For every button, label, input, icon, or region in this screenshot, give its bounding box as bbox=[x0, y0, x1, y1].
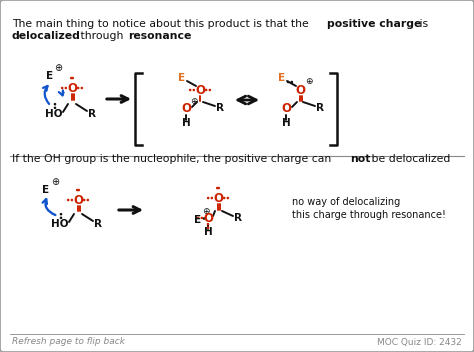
Circle shape bbox=[193, 89, 194, 90]
Circle shape bbox=[78, 189, 79, 191]
Circle shape bbox=[206, 89, 207, 90]
Text: E: E bbox=[278, 73, 285, 83]
Circle shape bbox=[209, 89, 210, 90]
Circle shape bbox=[71, 200, 73, 201]
Text: positive charge: positive charge bbox=[328, 19, 422, 29]
Text: this charge through resonance!: this charge through resonance! bbox=[292, 210, 446, 220]
Circle shape bbox=[227, 197, 228, 199]
Text: R: R bbox=[88, 109, 96, 119]
Circle shape bbox=[291, 81, 292, 83]
Circle shape bbox=[224, 197, 225, 199]
Text: R: R bbox=[316, 103, 324, 113]
Text: H: H bbox=[282, 118, 291, 128]
Text: O: O bbox=[281, 102, 291, 115]
Text: E: E bbox=[178, 73, 185, 83]
Circle shape bbox=[87, 200, 89, 201]
Text: MOC Quiz ID: 2432: MOC Quiz ID: 2432 bbox=[377, 338, 462, 346]
Text: R: R bbox=[216, 103, 224, 113]
Circle shape bbox=[60, 214, 62, 215]
Text: through: through bbox=[77, 31, 127, 41]
Circle shape bbox=[62, 87, 63, 89]
Circle shape bbox=[198, 218, 199, 219]
Text: E: E bbox=[194, 215, 201, 225]
Circle shape bbox=[190, 89, 191, 90]
Circle shape bbox=[71, 77, 72, 78]
Circle shape bbox=[208, 197, 209, 199]
Circle shape bbox=[60, 217, 62, 218]
Circle shape bbox=[288, 81, 289, 83]
Text: O: O bbox=[195, 83, 205, 96]
Text: The main thing to notice about this product is that the: The main thing to notice about this prod… bbox=[12, 19, 312, 29]
Text: ⊕: ⊕ bbox=[202, 207, 210, 216]
Text: ⊕: ⊕ bbox=[54, 63, 62, 73]
Text: R: R bbox=[94, 219, 102, 229]
Text: O: O bbox=[181, 102, 191, 115]
Circle shape bbox=[81, 87, 82, 89]
Text: H: H bbox=[182, 118, 191, 128]
Circle shape bbox=[77, 189, 78, 191]
Circle shape bbox=[68, 200, 69, 201]
Text: ⊕: ⊕ bbox=[190, 96, 198, 106]
Text: is: is bbox=[416, 19, 428, 29]
Circle shape bbox=[201, 218, 202, 219]
Text: HO: HO bbox=[51, 219, 69, 229]
Circle shape bbox=[218, 188, 219, 189]
Text: E: E bbox=[46, 71, 54, 81]
Circle shape bbox=[65, 87, 66, 89]
Text: delocalized: delocalized bbox=[12, 31, 81, 41]
Text: Refresh page to flip back: Refresh page to flip back bbox=[12, 338, 125, 346]
Text: O: O bbox=[67, 82, 77, 94]
Circle shape bbox=[83, 200, 85, 201]
Text: H: H bbox=[204, 227, 212, 237]
Circle shape bbox=[72, 77, 73, 78]
Circle shape bbox=[211, 197, 212, 199]
Text: R: R bbox=[234, 213, 242, 223]
Circle shape bbox=[78, 87, 79, 89]
Text: O: O bbox=[203, 212, 213, 225]
Text: E: E bbox=[43, 185, 50, 195]
Text: O: O bbox=[73, 194, 83, 207]
Text: no way of delocalizing: no way of delocalizing bbox=[292, 197, 400, 207]
Text: ⊕: ⊕ bbox=[51, 177, 59, 187]
Circle shape bbox=[208, 224, 209, 225]
Circle shape bbox=[217, 188, 218, 189]
Text: be delocalized: be delocalized bbox=[368, 154, 450, 164]
Text: ⊕: ⊕ bbox=[305, 77, 313, 87]
Text: O: O bbox=[213, 191, 223, 205]
Text: HO: HO bbox=[45, 109, 63, 119]
Circle shape bbox=[208, 227, 209, 228]
Text: resonance: resonance bbox=[128, 31, 191, 41]
Text: not: not bbox=[350, 154, 370, 164]
Text: If the OH group is the nucleophile, the positive charge can: If the OH group is the nucleophile, the … bbox=[12, 154, 335, 164]
Text: O: O bbox=[295, 83, 305, 96]
